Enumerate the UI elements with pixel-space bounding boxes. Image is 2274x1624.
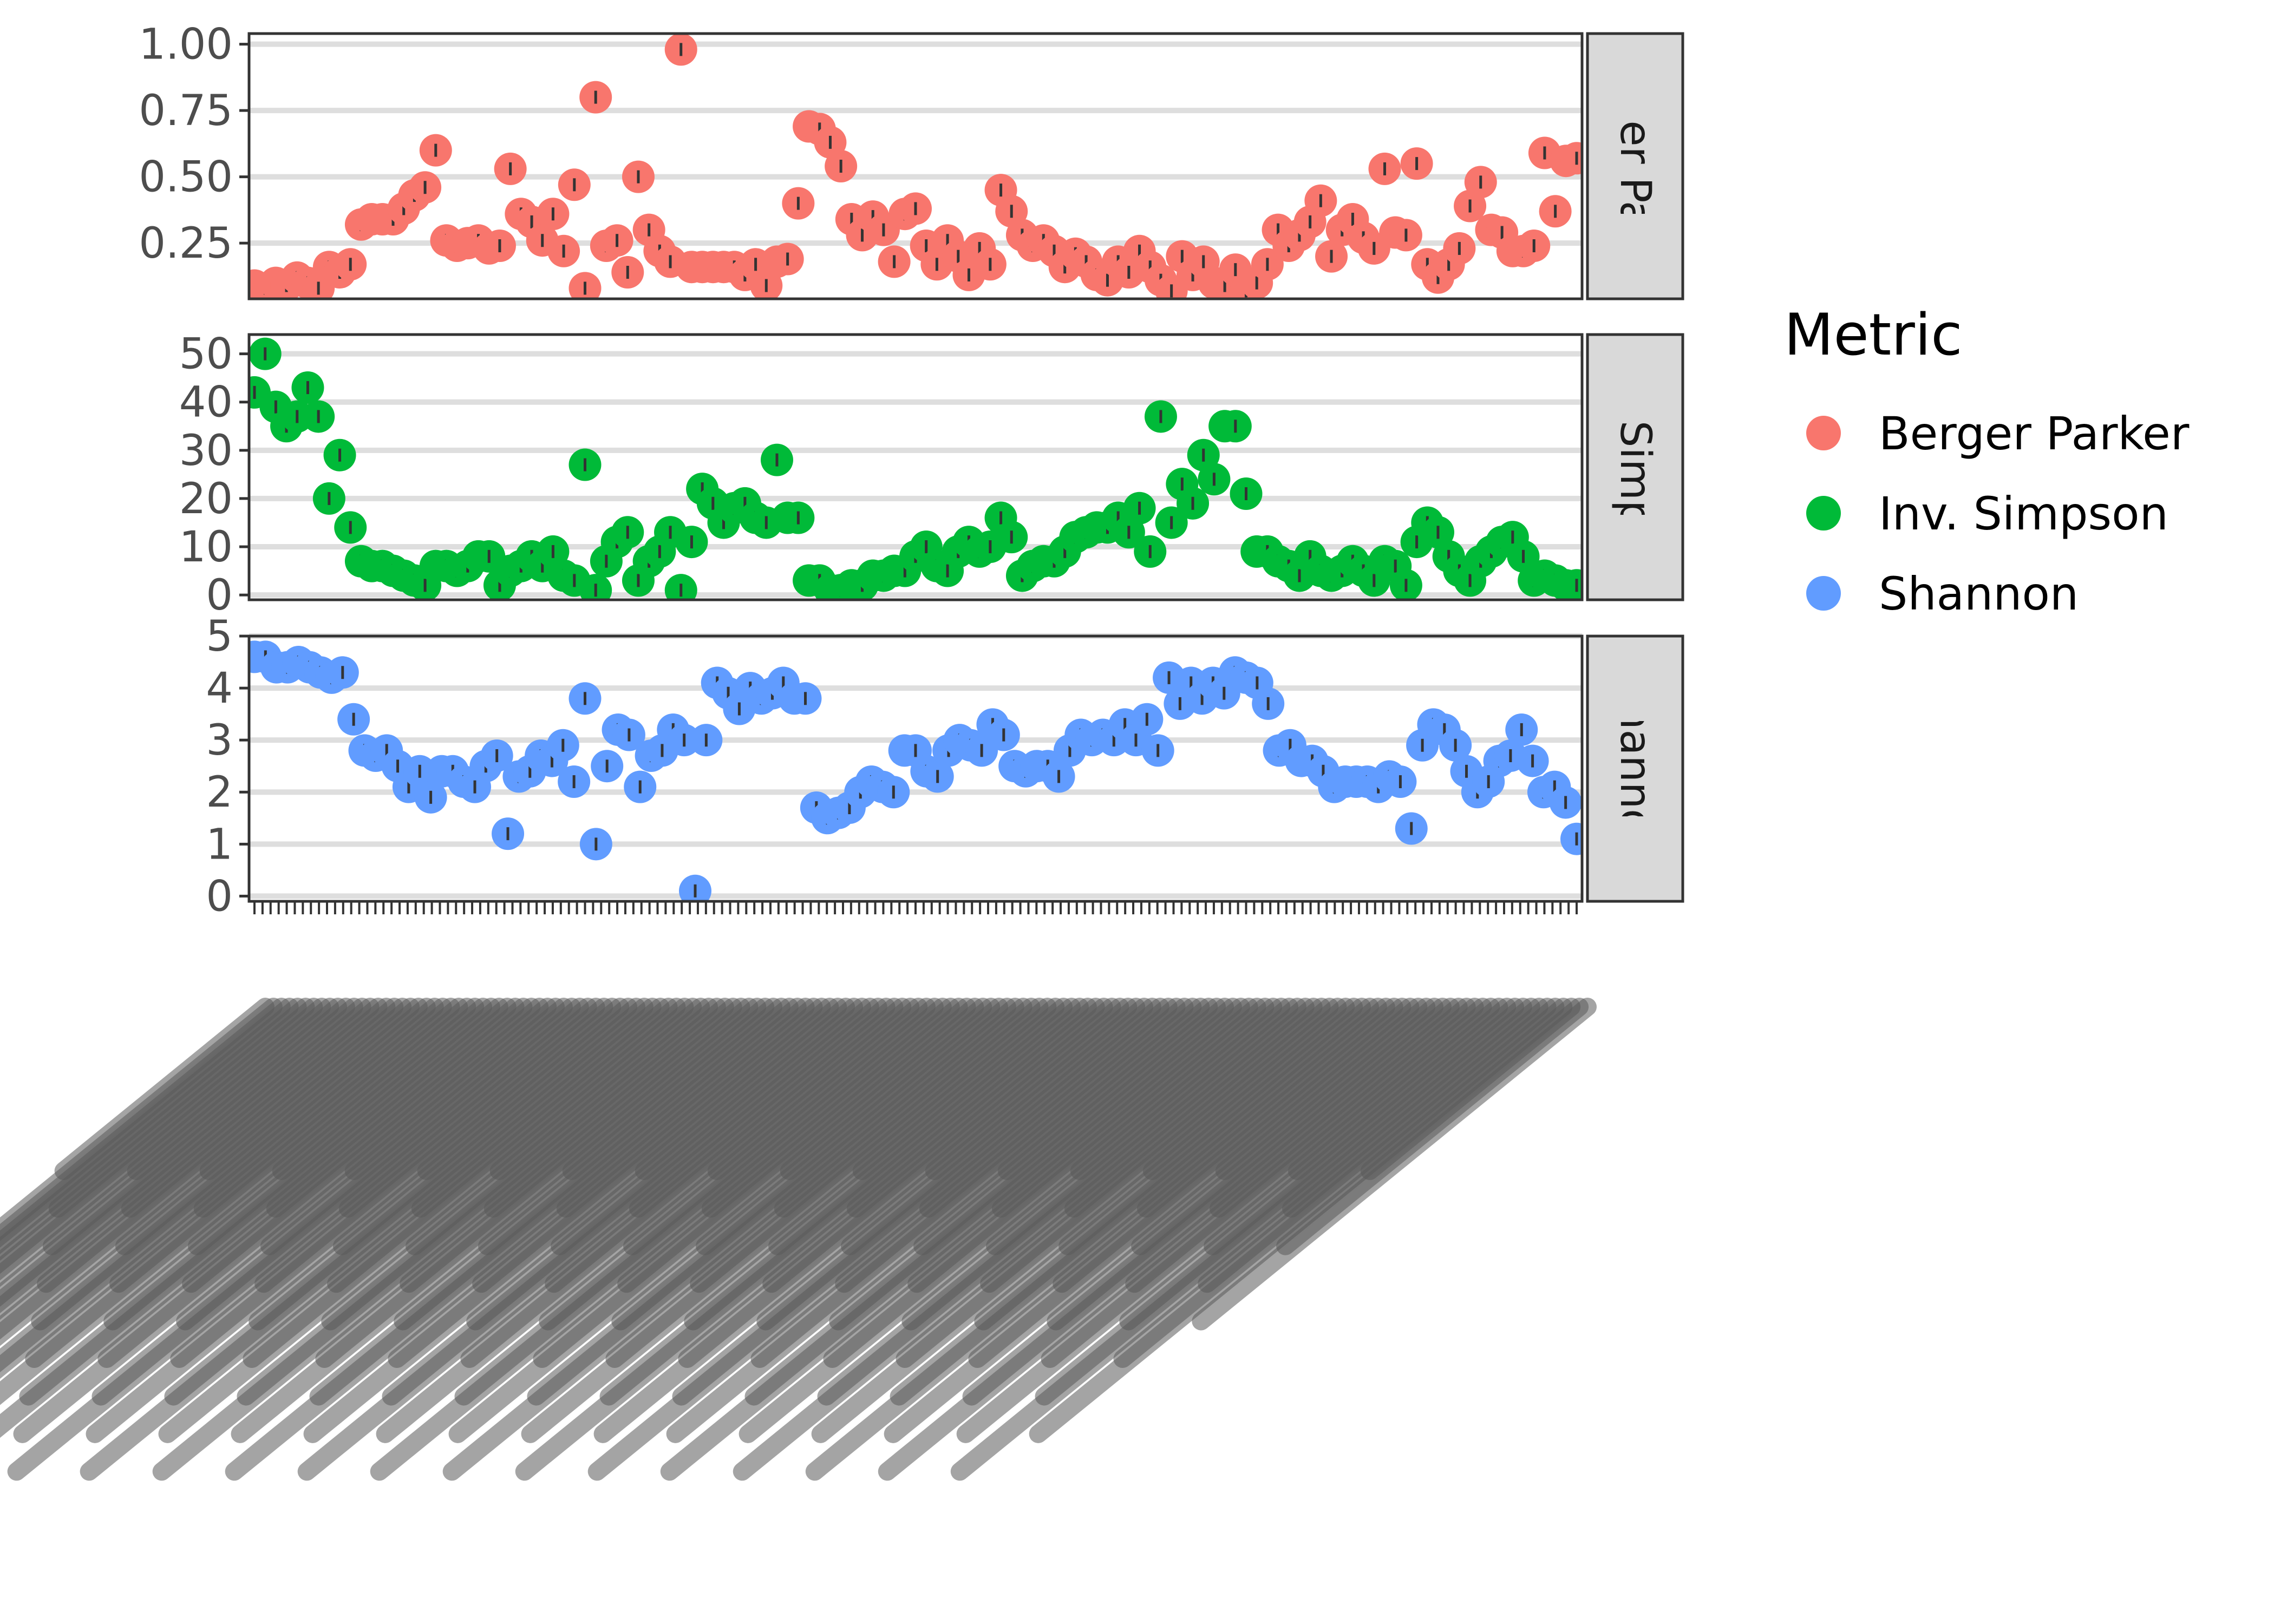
legend-items: Berger Parker Inv. Simpson Shannon — [1806, 407, 2190, 620]
y-tick-label: 3 — [206, 716, 233, 765]
legend-title: Metric — [1784, 302, 1963, 368]
panel-berger-parker: 0.25 0.50 0.75 1.00 Berger Parker — [139, 21, 1684, 311]
y-tick-label: 40 — [179, 378, 233, 427]
legend-item: Shannon — [1806, 567, 2079, 620]
legend-item: Inv. Simpson — [1806, 487, 2168, 540]
y-tick-label: 1 — [206, 820, 233, 869]
y-tick-label: 1.00 — [139, 21, 233, 69]
y-tick-label: 5 — [206, 612, 233, 661]
legend: Metric Berger Parker Inv. Simpson Shannon — [1784, 302, 2190, 620]
strip-background — [1586, 333, 1684, 601]
facet-strip: Shannon — [1586, 634, 1684, 903]
y-tick-label: 10 — [179, 523, 233, 572]
legend-label: Berger Parker — [1879, 407, 2190, 460]
legend-item: Berger Parker — [1806, 407, 2190, 460]
panel-border — [247, 333, 1584, 601]
data-point — [1560, 569, 1582, 600]
data-point — [1560, 142, 1582, 175]
points — [249, 640, 1582, 901]
facet-strip: Inv. Simpson — [1586, 333, 1684, 602]
facet-panels: 0.250.500.751.00 Berger Parker01020304050… — [139, 21, 1684, 921]
legend-label: Shannon — [1879, 567, 2079, 620]
strip-label: Shannon — [1611, 676, 1659, 862]
legend-label: Inv. Simpson — [1879, 487, 2168, 540]
strip-background — [1586, 32, 1684, 300]
x-axis — [0, 901, 1597, 1481]
panel-border — [247, 32, 1584, 300]
legend-key — [1806, 416, 1841, 450]
y-tick-label: 0.75 — [139, 87, 233, 135]
legend-key — [1806, 576, 1841, 611]
y-tick-label: 4 — [206, 664, 233, 713]
legend-key — [1806, 496, 1841, 531]
y-tick-label: 0.50 — [139, 153, 233, 202]
x-tick-label-mark — [1192, 998, 1597, 1331]
y-tick-label: 20 — [179, 475, 233, 523]
strip-background — [1586, 634, 1684, 903]
x-tick-labels-overlapping — [0, 998, 1597, 1481]
points — [249, 34, 1582, 299]
y-tick-label: 50 — [179, 330, 233, 379]
y-tick-label: 0 — [206, 872, 233, 921]
facet-strip: Berger Parker — [1586, 22, 1684, 311]
y-tick-label: 0 — [206, 571, 233, 620]
strip-label: Inv. Simpson — [1611, 333, 1659, 602]
strip-label: Berger Parker — [1611, 22, 1659, 311]
y-tick-label: 30 — [179, 427, 233, 475]
points — [249, 337, 1582, 600]
y-tick-label: 2 — [206, 768, 233, 817]
data-point — [1560, 822, 1582, 855]
y-tick-label: 0.25 — [139, 219, 233, 268]
